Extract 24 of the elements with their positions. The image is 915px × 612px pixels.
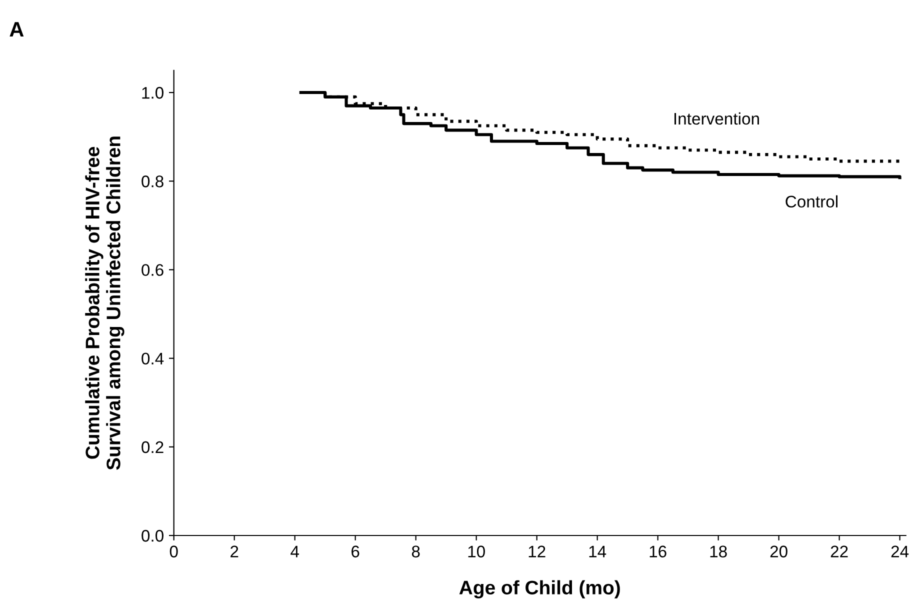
series-label: Intervention <box>674 112 759 125</box>
series-label: Control <box>786 195 838 208</box>
x-axis-title: Age of Child (mo) <box>459 580 620 598</box>
y-tick-label: 0.6 <box>142 264 164 276</box>
x-tick-label: 4 <box>290 546 299 558</box>
x-tick-label: 16 <box>650 546 666 558</box>
y-tick-label: 0.0 <box>142 530 164 542</box>
x-tick-label: 6 <box>352 546 360 558</box>
x-tick-label: 12 <box>528 546 546 558</box>
y-axis-title: Cumulative Probability of HIV-free Survival among Uninfected Children <box>85 136 124 470</box>
x-tick-label: 2 <box>230 546 238 558</box>
x-tick-label: 0 <box>170 546 178 558</box>
x-tick-label: 18 <box>710 546 727 558</box>
text: A <box>10 22 24 37</box>
x-tick-label: 14 <box>589 546 606 558</box>
x-tick-label: 10 <box>468 546 485 558</box>
y-tick-label: 0.2 <box>142 441 164 454</box>
y-tick-label: 0.8 <box>142 176 164 188</box>
x-tick-label: 20 <box>770 546 788 558</box>
x-tick-label: 22 <box>830 546 848 558</box>
x-tick-label: 8 <box>412 546 420 558</box>
x-tick-label: 24 <box>891 546 909 558</box>
y-tick-label: 0.4 <box>142 352 164 365</box>
y-tick-label: 1.0 <box>142 86 164 99</box>
